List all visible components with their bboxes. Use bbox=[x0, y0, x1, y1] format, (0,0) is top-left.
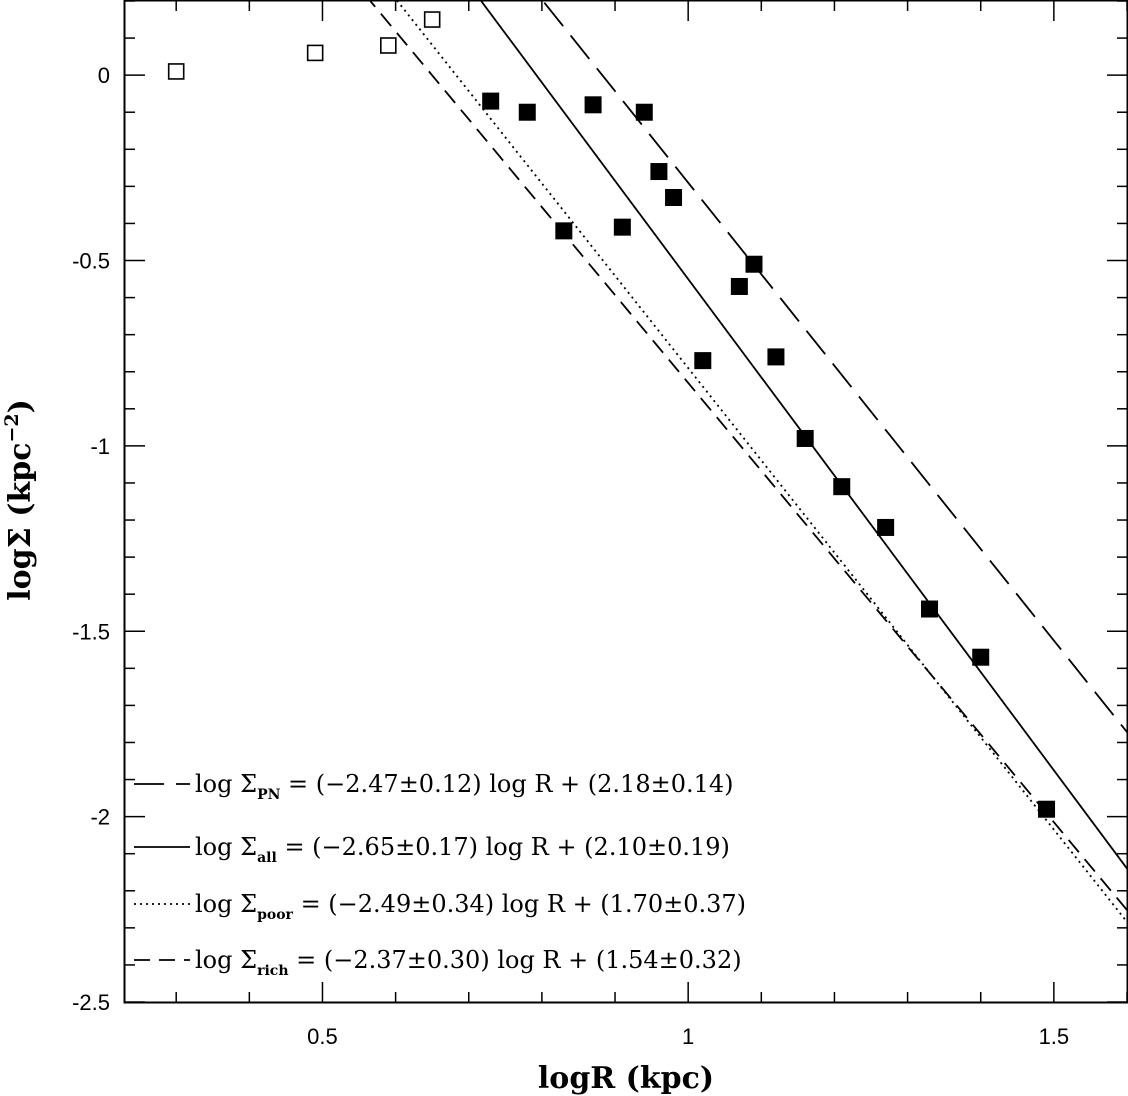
open-square-point bbox=[423, 11, 441, 28]
filled-square-point bbox=[555, 222, 573, 240]
legend-label-PN: log ΣPN = (−2.47±0.12) log R + (2.18±0.1… bbox=[195, 770, 734, 803]
filled-square-point bbox=[665, 188, 683, 206]
filled-square-point bbox=[584, 96, 602, 114]
x-tick-label: 1 bbox=[682, 1024, 694, 1049]
filled-square-point bbox=[833, 478, 851, 496]
y-tick-label: -0.5 bbox=[72, 249, 110, 274]
fit-lines bbox=[369, 1, 1127, 923]
filled-square-point bbox=[921, 600, 939, 618]
y-tick-label: -1.5 bbox=[72, 619, 110, 644]
y-tick-label: -2.5 bbox=[72, 990, 110, 1015]
filled-square-point bbox=[650, 163, 668, 181]
y-tick-label: -1 bbox=[90, 434, 110, 459]
filled-square-point bbox=[877, 518, 895, 536]
legend-label-subscript: rich bbox=[257, 963, 288, 979]
fit-line-all bbox=[480, 1, 1127, 870]
axis-ticks bbox=[125, 0, 1128, 1003]
legend-label-pre: log Σ bbox=[195, 890, 257, 918]
filled-square-point bbox=[745, 255, 763, 273]
x-tick-label: 1.5 bbox=[1039, 1024, 1070, 1049]
data-points bbox=[167, 11, 1056, 818]
tick-labels: 0.5 1 1.5 0 -0.5 -1 -1.5 -2 -2.5 bbox=[72, 63, 1069, 1049]
filled-square-point bbox=[972, 648, 990, 666]
y-tick-label: 0 bbox=[98, 63, 110, 88]
legend-label-rich: log Σrich = (−2.37±0.30) log R + (1.54±0… bbox=[195, 946, 742, 979]
legend-label-post: = (−2.49±0.34) log R + (1.70±0.37) bbox=[293, 890, 746, 918]
filled-square-point bbox=[694, 352, 712, 370]
fit-line-poor bbox=[396, 1, 1127, 923]
fit-line-rich bbox=[369, 1, 1127, 911]
legend-label-post: = (−2.37±0.30) log R + (1.54±0.32) bbox=[289, 946, 742, 974]
open-square-point bbox=[306, 44, 324, 62]
legend: log ΣPN = (−2.47±0.12) log R + (2.18±0.1… bbox=[134, 770, 746, 979]
fit-line-PN bbox=[541, 1, 1127, 733]
filled-square-point bbox=[1038, 800, 1056, 818]
filled-square-point bbox=[796, 429, 814, 447]
x-tick-label: 0.5 bbox=[307, 1024, 338, 1049]
legend-label-pre: log Σ bbox=[195, 946, 257, 974]
legend-label-subscript: poor bbox=[257, 907, 293, 923]
legend-label-subscript: all bbox=[257, 850, 277, 866]
filled-square-point bbox=[482, 92, 500, 110]
y-axis-title-close: ) bbox=[3, 399, 38, 413]
filled-square-point bbox=[518, 103, 536, 121]
filled-square-point bbox=[635, 103, 653, 121]
legend-label-all: log Σall = (−2.65±0.17) log R + (2.10±0.… bbox=[195, 833, 730, 866]
legend-label-post: = (−2.65±0.17) log R + (2.10±0.19) bbox=[277, 833, 730, 861]
y-axis-title-main: logΣ (kpc bbox=[3, 443, 38, 601]
x-axis-title: logR (kpc) bbox=[538, 1061, 714, 1096]
filled-square-point bbox=[730, 277, 748, 295]
legend-label-poor: log Σpoor = (−2.49±0.34) log R + (1.70±0… bbox=[195, 890, 746, 923]
open-square-point bbox=[167, 63, 185, 80]
y-axis-title: logΣ (kpc−2) bbox=[1, 399, 38, 601]
legend-label-pre: log Σ bbox=[195, 833, 257, 861]
open-square-point bbox=[379, 37, 397, 54]
y-axis-title-exponent: −2 bbox=[1, 413, 23, 442]
filled-square-point bbox=[767, 348, 785, 366]
filled-square-point bbox=[613, 218, 631, 236]
legend-label-subscript: PN bbox=[257, 787, 281, 803]
legend-label-post: = (−2.47±0.12) log R + (2.18±0.14) bbox=[280, 770, 733, 798]
y-tick-label: -2 bbox=[90, 805, 110, 830]
legend-label-pre: log Σ bbox=[195, 770, 257, 798]
